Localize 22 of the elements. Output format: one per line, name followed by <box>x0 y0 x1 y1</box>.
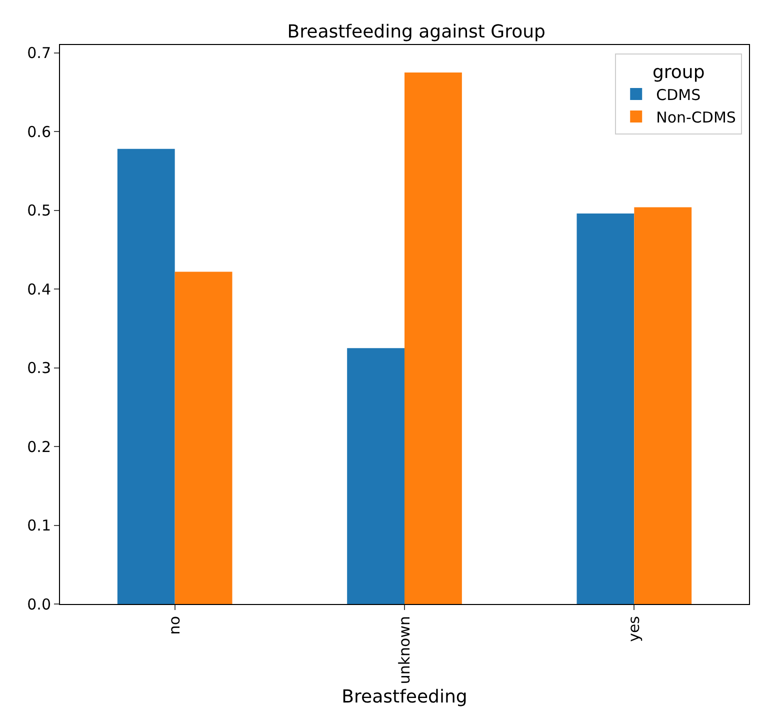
x-tick-label: yes <box>625 616 644 642</box>
x-tick-label: no <box>166 616 184 635</box>
y-tick-label: 0.5 <box>27 202 51 220</box>
legend-label: CDMS <box>656 86 701 104</box>
x-tick-label: unknown <box>395 616 414 684</box>
legend-title: group <box>652 62 705 83</box>
bar <box>404 72 462 604</box>
bar <box>117 148 175 604</box>
y-tick-label: 0.2 <box>27 438 51 456</box>
y-tick-label: 0.0 <box>27 595 51 614</box>
y-tick-label: 0.4 <box>27 280 51 298</box>
chart-title: Breastfeeding against Group <box>287 22 546 43</box>
bar <box>634 207 692 604</box>
legend-label: Non-CDMS <box>656 108 736 126</box>
bar <box>576 213 634 604</box>
y-tick-label: 0.6 <box>27 122 51 141</box>
y-tick-label: 0.1 <box>27 516 51 535</box>
y-tick-label: 0.7 <box>27 44 51 62</box>
x-axis-title: Breastfeeding <box>342 686 468 708</box>
y-tick-label: 0.3 <box>27 359 51 378</box>
bar <box>347 348 404 604</box>
bar <box>174 272 232 604</box>
